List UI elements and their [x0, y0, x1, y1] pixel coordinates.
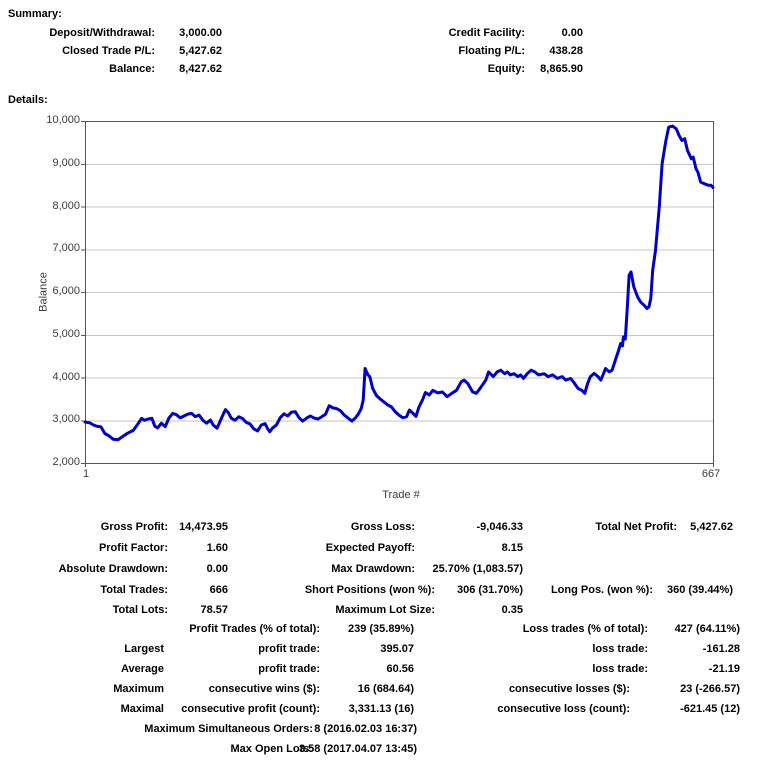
stat-value: 16 (684.64) — [357, 683, 414, 695]
stat-label: loss trade: — [592, 643, 648, 655]
stat-value: 427 (64.11%) — [674, 623, 740, 635]
stat-label: Gross Loss: — [350, 521, 415, 533]
stat-value: -21.19 — [708, 663, 740, 675]
stat-label: profit trade: — [258, 663, 320, 675]
y-tick-label: 10,000 — [46, 114, 80, 126]
y-tick-label: 4,000 — [52, 370, 80, 383]
stat-value: -9,046.33 — [476, 521, 523, 533]
y-tick-label: 2,000 — [52, 456, 80, 468]
stat-value: 0.35 — [501, 604, 523, 616]
stat-label: Profit Trades (% of total): — [189, 623, 320, 635]
stat-label: Total Net Profit: — [595, 521, 677, 533]
balance-curve — [83, 124, 715, 442]
y-tick-label: 3,000 — [52, 413, 80, 426]
stat-value: 666 — [209, 584, 228, 596]
stat-value: -161.28 — [702, 643, 740, 655]
stat-label: Total Lots: — [112, 604, 168, 616]
stat-value: 0.00 — [206, 563, 228, 575]
stat-value: 14,473.95 — [179, 521, 228, 533]
y-tick-label: 5,000 — [52, 327, 80, 340]
stat-value: 23 (-266.57) — [680, 683, 740, 695]
stat-value: 5,427.62 — [690, 521, 733, 533]
stat-label: consecutive wins ($): — [208, 683, 320, 695]
x-tick-last: 667 — [701, 468, 721, 480]
stat-label: Loss trades (% of total): — [522, 623, 648, 635]
stat-label: Long Pos. (won %): — [550, 584, 653, 596]
stat-label: Max Drawdown: — [331, 563, 415, 575]
stat-value: 3,331.13 (16) — [348, 703, 414, 715]
stat-value: 395.07 — [380, 643, 414, 655]
y-tick-label: 7,000 — [52, 242, 80, 255]
x-axis-title: Trade # — [382, 489, 420, 501]
summary-value-floating-pl: 438.28 — [549, 45, 583, 57]
stat-value: 25.70% (1,083.57) — [432, 563, 523, 575]
y-tick-label: 6,000 — [52, 285, 80, 297]
stat-value: 78.57 — [200, 604, 228, 616]
summary-label-closed-trade-pl: Closed Trade P/L: — [62, 45, 155, 57]
summary-label-equity: Equity: — [487, 63, 525, 75]
stat-label: consecutive profit (count): — [181, 703, 320, 715]
stat-label: Maximum Simultaneous Orders: — [144, 723, 313, 735]
stat-label: Absolute Drawdown: — [58, 563, 168, 575]
stat-value: 360 (39.44%) — [666, 584, 733, 596]
y-tick-label: 8,000 — [52, 199, 80, 212]
summary-value-deposit-withdrawal: 3,000.00 — [179, 27, 222, 39]
stat-label: Profit Factor: — [98, 542, 168, 554]
summary-value-closed-trade-pl: 5,427.62 — [179, 45, 222, 57]
stat-value: 3.58 (2017.04.07 13:45) — [298, 743, 417, 755]
stat-label: Maximum — [113, 683, 164, 695]
summary-label-deposit-withdrawal: Deposit/Withdrawal: — [49, 27, 155, 39]
stat-value: 239 (35.89%) — [347, 623, 414, 635]
stat-label: Maximal — [120, 703, 164, 715]
stat-label: profit trade: — [258, 643, 320, 655]
summary-value-balance: 8,427.62 — [179, 63, 222, 75]
stat-value: 60.56 — [386, 663, 414, 675]
stat-value: 8.15 — [501, 542, 523, 554]
stat-value: -621.45 (12) — [680, 703, 740, 715]
stat-label: Average — [120, 663, 164, 675]
y-axis-title: Balance — [37, 272, 50, 312]
stat-value: 306 (31.70%) — [456, 584, 523, 596]
stat-label: Total Trades: — [100, 584, 168, 596]
plot-border — [85, 121, 714, 464]
summary-label-floating-pl: Floating P/L: — [458, 45, 525, 57]
summary-value-credit-facility: 0.00 — [561, 27, 583, 39]
stat-label: Gross Profit: — [100, 521, 168, 533]
stat-value: 8 (2016.02.03 16:37) — [314, 723, 417, 735]
summary-label-credit-facility: Credit Facility: — [448, 27, 525, 39]
stat-label: consecutive losses ($): — [508, 683, 630, 695]
stat-label: Short Positions (won %): — [304, 584, 435, 596]
stat-label: Max Open Lots: — [230, 743, 313, 755]
y-tick-label: 9,000 — [52, 156, 80, 169]
summary-value-equity: 8,865.90 — [540, 63, 583, 75]
details-heading: Details: — [8, 94, 48, 106]
stat-label: Largest — [124, 643, 164, 655]
stat-label: consecutive loss (count): — [497, 703, 630, 715]
stat-label: Maximum Lot Size: — [335, 604, 435, 616]
stat-label: loss trade: — [592, 663, 648, 675]
summary-label-balance: Balance: — [109, 63, 155, 75]
stat-value: 1.60 — [206, 542, 228, 554]
summary-heading: Summary: — [8, 8, 62, 20]
stat-label: Expected Payoff: — [325, 542, 415, 554]
x-tick-first: 1 — [82, 468, 90, 480]
